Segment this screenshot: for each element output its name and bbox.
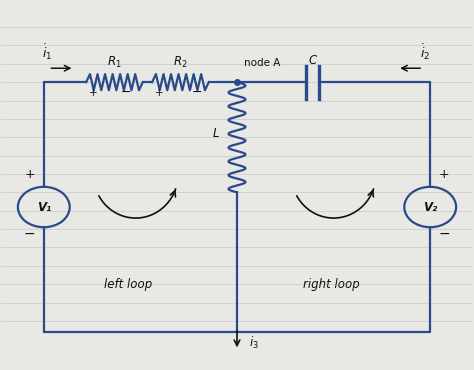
Text: L: L — [212, 127, 219, 140]
Text: node A: node A — [244, 58, 281, 68]
Text: $\dot{i}_1$: $\dot{i}_1$ — [42, 43, 53, 63]
Text: C: C — [308, 54, 317, 67]
Text: −: − — [121, 86, 131, 99]
Text: $\dot{i}_2$: $\dot{i}_2$ — [420, 43, 430, 63]
Text: V₁: V₁ — [36, 201, 51, 213]
Text: +: + — [24, 168, 35, 181]
Text: −: − — [24, 227, 36, 241]
Text: +: + — [89, 88, 98, 98]
Text: $R_2$: $R_2$ — [173, 55, 188, 70]
Text: left loop: left loop — [104, 278, 153, 291]
Text: $i_3$: $i_3$ — [249, 334, 259, 351]
Text: V₂: V₂ — [423, 201, 438, 213]
Text: −: − — [191, 86, 202, 99]
Text: +: + — [439, 168, 450, 181]
Text: +: + — [155, 88, 164, 98]
Text: $R_1$: $R_1$ — [107, 55, 122, 70]
Text: right loop: right loop — [303, 278, 360, 291]
Text: −: − — [438, 227, 450, 241]
